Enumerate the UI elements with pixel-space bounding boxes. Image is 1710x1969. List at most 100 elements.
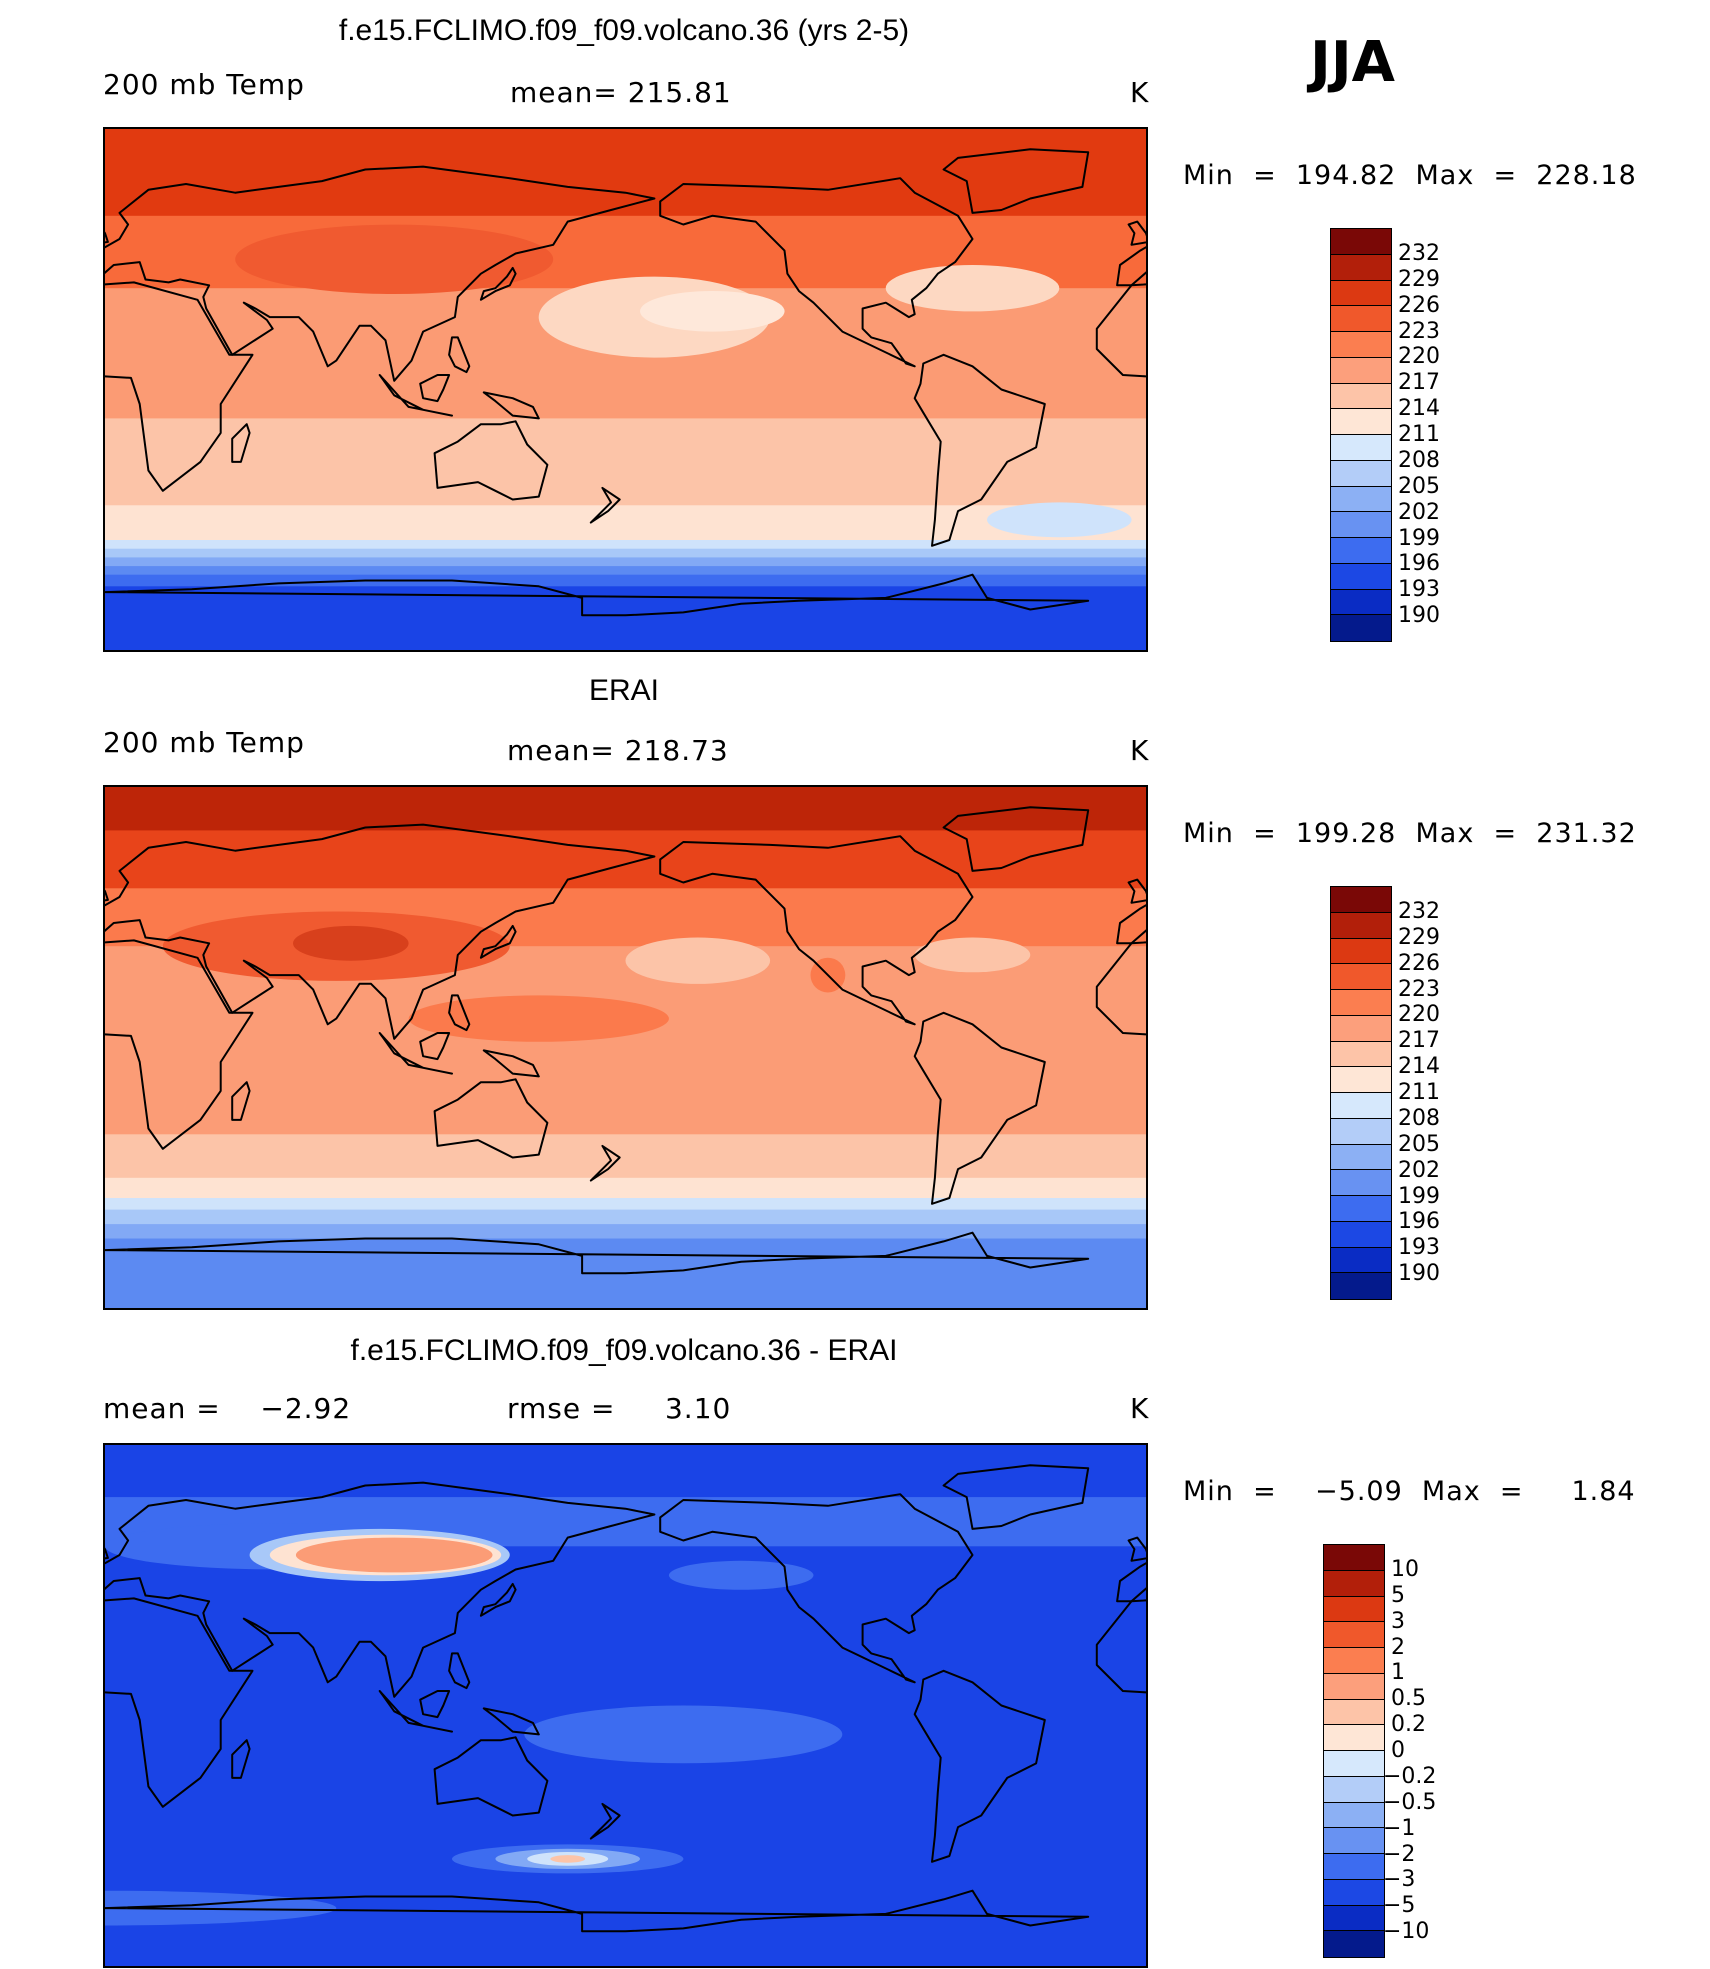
mean-label: mean= 215.81 xyxy=(510,76,732,109)
colorbar-swatch xyxy=(1331,254,1391,281)
coastline xyxy=(105,165,656,382)
coastline xyxy=(419,1690,451,1719)
mean-label: mean = −2.92 xyxy=(103,1392,352,1425)
colorbar-swatch xyxy=(1324,1828,1384,1854)
coastline xyxy=(1127,220,1146,246)
colorbar-tick-label: −1 xyxy=(1383,1815,1416,1841)
panel-title: f.e15.FCLIMO.f09_f09.volcano.36 (yrs 2-5… xyxy=(338,14,910,47)
coastline xyxy=(659,177,974,368)
contour-region xyxy=(293,925,409,961)
coastline xyxy=(942,1464,1090,1530)
coastline xyxy=(433,420,549,501)
colorbar-tick-label: 226 xyxy=(1398,950,1440,976)
colorbar-swatch xyxy=(1331,1118,1391,1145)
coastline xyxy=(378,1032,453,1075)
colorbar-tick-label: 3 xyxy=(1391,1608,1405,1634)
coastline xyxy=(589,486,621,524)
contour-band xyxy=(105,1445,1146,1498)
contour-band xyxy=(105,1134,1146,1179)
coastline xyxy=(448,994,471,1032)
colorbar-tick-label: 199 xyxy=(1398,1183,1440,1209)
panel-title: ERAI xyxy=(588,674,660,707)
colorbar-tick-label: 211 xyxy=(1398,1080,1440,1105)
coastline xyxy=(105,1481,656,1698)
colorbar-tick-label: 205 xyxy=(1398,473,1440,499)
colorbar-tick-label: 232 xyxy=(1398,240,1440,266)
colorbar xyxy=(1330,886,1392,1300)
colorbar-swatch xyxy=(1324,1854,1384,1880)
map-plot xyxy=(105,787,1146,1308)
colorbar-swatch xyxy=(1324,1725,1384,1751)
colorbar-tick-label: 190 xyxy=(1398,1261,1440,1287)
colorbar-tick-label: 2 xyxy=(1391,1634,1405,1660)
colorbar-swatch xyxy=(1331,1144,1391,1171)
colorbar-tick-label: 226 xyxy=(1398,292,1440,318)
colorbar-swatch xyxy=(1331,563,1391,590)
colorbar-swatch xyxy=(1331,1093,1391,1119)
coastline xyxy=(105,1231,1090,1275)
min-max-label: Min = −5.09 Max = 1.84 xyxy=(1183,1476,1636,1507)
coastline xyxy=(589,1144,621,1182)
contour-region xyxy=(987,502,1132,538)
colorbar-swatch xyxy=(1324,1545,1384,1571)
coastline xyxy=(913,1669,1046,1863)
colorbar-swatch xyxy=(1331,306,1391,332)
colorbar-tick-label: −0.2 xyxy=(1383,1763,1437,1789)
colorbar xyxy=(1330,228,1392,642)
colorbar-tick-label: 202 xyxy=(1398,1157,1440,1183)
colorbar-swatch xyxy=(1331,409,1391,435)
colorbar-swatch xyxy=(1324,1673,1384,1700)
season-label: JJA xyxy=(1310,30,1396,95)
coastline xyxy=(231,1081,251,1121)
coastline xyxy=(448,336,471,374)
colorbar-tick-label: 10 xyxy=(1391,1556,1419,1582)
colorbar-tick-label: 0.2 xyxy=(1391,1712,1426,1738)
colorbar-tick-label: 190 xyxy=(1398,603,1440,629)
colorbar-tick-label: −5 xyxy=(1383,1893,1416,1919)
colorbar-swatch xyxy=(1331,512,1391,538)
coastline xyxy=(105,939,254,1150)
colorbar-swatch xyxy=(1324,1905,1384,1932)
colorbar-swatch xyxy=(1331,1041,1391,1068)
contour-band xyxy=(105,1224,1146,1240)
contour-band xyxy=(105,787,1146,831)
colorbar-swatch xyxy=(1331,538,1391,564)
colorbar-swatch xyxy=(1331,460,1391,487)
coastline xyxy=(479,266,517,301)
colorbar-swatch xyxy=(1324,1802,1384,1829)
colorbar-swatch xyxy=(1331,383,1391,410)
colorbar-tick-label: 202 xyxy=(1398,499,1440,525)
colorbar-swatch xyxy=(1331,938,1391,965)
colorbar-swatch xyxy=(1331,912,1391,939)
coastline xyxy=(231,423,251,463)
contour-band xyxy=(105,1198,1146,1211)
colorbar-swatch xyxy=(1331,435,1391,461)
min-max-label: Min = 194.82 Max = 228.18 xyxy=(1183,160,1637,191)
contour-region xyxy=(235,224,554,294)
coastline xyxy=(419,1032,451,1061)
contour-region xyxy=(408,995,669,1042)
colorbar-tick-label: 223 xyxy=(1398,318,1440,344)
colorbar-tick-label: 0.5 xyxy=(1391,1686,1426,1712)
map-plot xyxy=(105,1445,1146,1966)
min-max-label: Min = 199.28 Max = 231.32 xyxy=(1183,818,1637,849)
colorbar-tick-label: 193 xyxy=(1398,1235,1440,1261)
colorbar-tick-label: 208 xyxy=(1398,447,1440,473)
colorbar-tick-label: 1 xyxy=(1391,1660,1405,1686)
colorbar-swatch xyxy=(1324,1879,1384,1906)
contour-band xyxy=(105,574,1146,587)
coastline xyxy=(105,1547,109,1560)
coastline xyxy=(378,374,453,417)
contour-region xyxy=(914,937,1031,973)
colorbar-swatch xyxy=(1331,280,1391,307)
colorbar-tick-label: 214 xyxy=(1398,1054,1440,1080)
colorbar-tick-label: 217 xyxy=(1398,1028,1440,1054)
colorbar-tick-label: 217 xyxy=(1398,370,1440,396)
contour-region xyxy=(509,433,857,491)
contour-band xyxy=(105,548,1146,558)
panel-title: f.e15.FCLIMO.f09_f09.volcano.36 - ERAI xyxy=(350,1334,898,1367)
colorbar-tick-label: −3 xyxy=(1383,1867,1416,1893)
colorbar-tick-label: 214 xyxy=(1398,396,1440,422)
colorbar-tick-label: −10 xyxy=(1383,1919,1430,1945)
coastline xyxy=(105,889,109,902)
